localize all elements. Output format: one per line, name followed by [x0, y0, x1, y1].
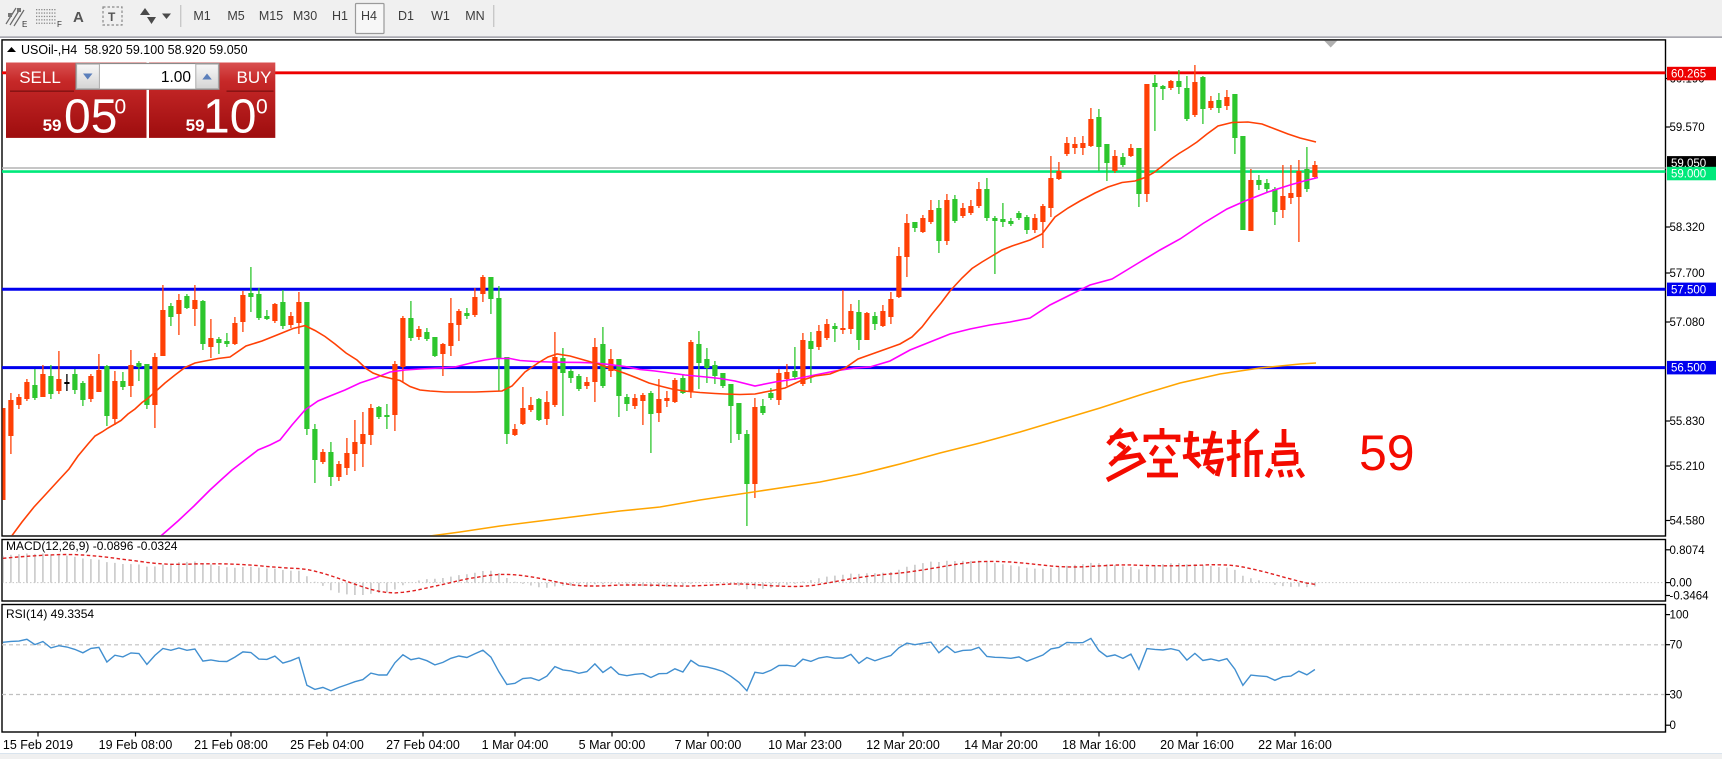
svg-text:54.580: 54.580: [1670, 516, 1705, 528]
svg-text:57.500: 57.500: [1671, 284, 1706, 296]
svg-text:A: A: [73, 9, 84, 26]
svg-text:E: E: [22, 20, 27, 29]
svg-text:100: 100: [1670, 610, 1689, 622]
svg-text:7 Mar 00:00: 7 Mar 00:00: [675, 738, 742, 752]
svg-text:55.830: 55.830: [1670, 416, 1705, 428]
svg-text:19 Feb 08:00: 19 Feb 08:00: [99, 738, 173, 752]
svg-text:5 Mar 00:00: 5 Mar 00:00: [579, 738, 646, 752]
svg-text:W1: W1: [431, 9, 450, 23]
svg-text:0: 0: [115, 96, 127, 119]
svg-text:0.8074: 0.8074: [1670, 545, 1706, 557]
svg-text:60.265: 60.265: [1671, 69, 1706, 81]
svg-text:59.570: 59.570: [1670, 122, 1705, 134]
svg-text:59: 59: [186, 116, 205, 135]
svg-text:M1: M1: [193, 9, 210, 23]
svg-text:59: 59: [1359, 425, 1415, 481]
svg-text:BUY: BUY: [237, 68, 272, 87]
svg-text:59.000: 59.000: [1671, 169, 1706, 181]
svg-text:M30: M30: [293, 9, 317, 23]
svg-text:10 Mar 23:00: 10 Mar 23:00: [768, 738, 842, 752]
svg-text:0: 0: [1670, 720, 1676, 732]
svg-text:56.500: 56.500: [1671, 363, 1706, 375]
svg-text:25 Feb 04:00: 25 Feb 04:00: [290, 738, 364, 752]
svg-text:20 Mar 16:00: 20 Mar 16:00: [1160, 738, 1234, 752]
svg-text:M15: M15: [259, 9, 283, 23]
svg-text:58.320: 58.320: [1670, 222, 1705, 234]
svg-text:RSI(14) 49.3354: RSI(14) 49.3354: [6, 607, 94, 621]
svg-text:M5: M5: [227, 9, 244, 23]
svg-text:1 Mar 04:00: 1 Mar 04:00: [482, 738, 549, 752]
svg-text:10: 10: [203, 91, 256, 144]
svg-text:57.700: 57.700: [1670, 268, 1705, 280]
svg-text:18 Mar 16:00: 18 Mar 16:00: [1062, 738, 1136, 752]
svg-text:05: 05: [64, 91, 117, 144]
svg-text:0.00: 0.00: [1670, 578, 1692, 590]
svg-text:H4: H4: [361, 9, 377, 23]
svg-text:12 Mar 20:00: 12 Mar 20:00: [866, 738, 940, 752]
svg-text:14 Mar 20:00: 14 Mar 20:00: [964, 738, 1038, 752]
svg-text:SELL: SELL: [19, 68, 61, 87]
svg-text:1.00: 1.00: [161, 69, 192, 86]
svg-text:70: 70: [1670, 640, 1683, 652]
svg-text:D1: D1: [398, 9, 414, 23]
svg-text:H1: H1: [332, 9, 348, 23]
svg-text:57.080: 57.080: [1670, 317, 1705, 329]
svg-text:59: 59: [43, 116, 62, 135]
svg-text:30: 30: [1670, 690, 1683, 702]
svg-text:F: F: [57, 20, 62, 29]
svg-text:0: 0: [256, 96, 268, 119]
svg-text:15 Feb 2019: 15 Feb 2019: [3, 738, 73, 752]
svg-text:55.210: 55.210: [1670, 461, 1705, 473]
svg-text:USOil-,H4 58.920 59.100 58.92: USOil-,H4 58.920 59.100 58.920 59.050: [21, 43, 248, 57]
svg-text:21 Feb 08:00: 21 Feb 08:00: [194, 738, 268, 752]
svg-text:MACD(12,26,9) -0.0896 -0.0324: MACD(12,26,9) -0.0896 -0.0324: [6, 539, 178, 553]
svg-text:T: T: [108, 10, 116, 24]
svg-text:-0.3464: -0.3464: [1670, 591, 1710, 603]
svg-text:MN: MN: [465, 9, 484, 23]
svg-text:27 Feb 04:00: 27 Feb 04:00: [386, 738, 460, 752]
svg-text:22 Mar 16:00: 22 Mar 16:00: [1258, 738, 1332, 752]
